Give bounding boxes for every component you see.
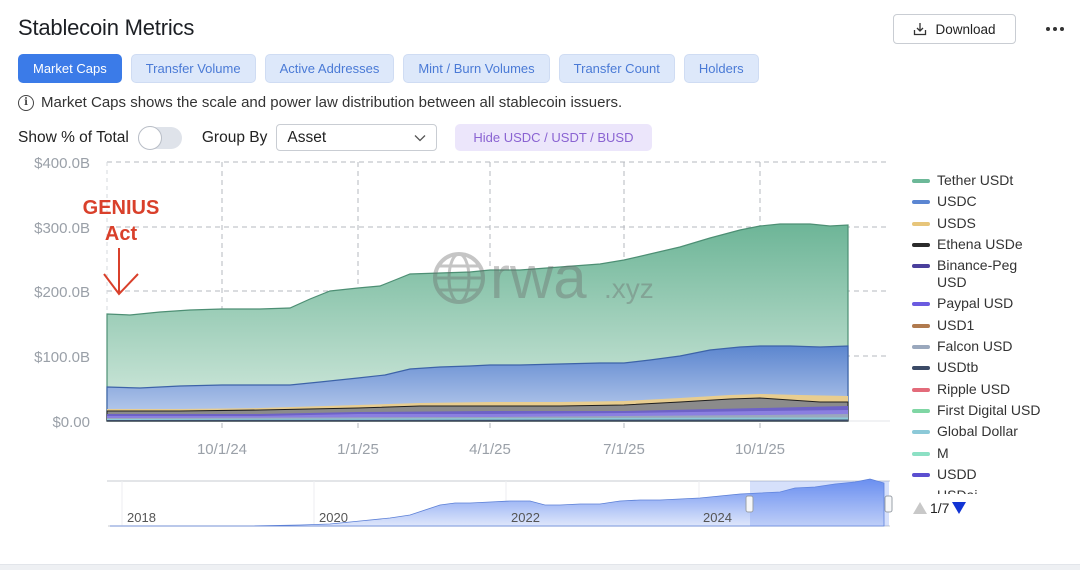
x-axis: 10/1/24 1/1/25 4/1/25 7/1/25 10/1/25 — [197, 441, 785, 458]
legend-item-m[interactable]: M — [912, 445, 1072, 462]
info-description: Market Caps shows the scale and power la… — [41, 94, 623, 111]
legend-prev-page-icon[interactable] — [913, 502, 927, 514]
download-label: Download — [935, 21, 996, 37]
x-tick-2: 1/1/25 — [337, 441, 379, 458]
legend-swatch — [912, 366, 930, 371]
legend-pagination: 1/7 — [913, 500, 967, 516]
genius-act-annotation: GENIUS Act — [83, 197, 160, 296]
info-text-row: i Market Caps shows the scale and power … — [18, 94, 622, 111]
x-tick-1: 10/1/24 — [197, 441, 247, 458]
arrow-down-icon — [103, 248, 139, 296]
legend-swatch — [912, 345, 930, 350]
legend-page-indicator: 1/7 — [930, 500, 950, 516]
stacked-area-chart: $400.0B $300.0B $200.0B $100.0B $0.00 — [34, 155, 893, 527]
legend-item-ethena[interactable]: Ethena USDe — [912, 236, 1072, 253]
y-axis: $400.0B $300.0B $200.0B $100.0B $0.00 — [34, 155, 90, 431]
navigator-right-handle[interactable] — [884, 495, 893, 513]
y-tick-100: $100.0B — [34, 349, 90, 366]
metric-tabs: Market Caps Transfer Volume Active Addre… — [18, 54, 759, 83]
group-by-label: Group By — [201, 128, 268, 146]
svg-text:Act: Act — [105, 223, 138, 245]
legend-item-paypal[interactable]: Paypal USD — [912, 295, 1072, 312]
chevron-down-icon — [414, 134, 426, 141]
download-button[interactable]: Download — [893, 14, 1016, 44]
legend-item-usdc[interactable]: USDC — [912, 193, 1072, 210]
group-by-select[interactable]: Asset — [276, 124, 438, 151]
legend-swatch — [912, 408, 930, 413]
legend-item-tether[interactable]: Tether USDt — [912, 172, 1072, 189]
legend-swatch — [912, 200, 930, 205]
x-tick-3: 4/1/25 — [469, 441, 511, 458]
legend-swatch — [912, 387, 930, 392]
more-options-icon[interactable] — [1040, 18, 1070, 40]
rwa-watermark: rwa .xyz — [433, 244, 654, 311]
legend-item-binance-peg[interactable]: Binance-Peg USD — [912, 257, 1072, 291]
legend-swatch — [912, 302, 930, 307]
group-by-value: Asset — [287, 128, 327, 146]
legend-swatch — [912, 451, 930, 456]
legend-next-page-icon[interactable] — [952, 502, 967, 514]
legend-swatch — [912, 323, 930, 328]
navigator-left-handle[interactable] — [745, 495, 754, 513]
market-cap-chart: $400.0B $300.0B $200.0B $100.0B $0.00 — [0, 150, 900, 540]
range-navigator[interactable]: 2018 2020 2022 2024 — [107, 478, 893, 527]
y-tick-200: $200.0B — [34, 284, 90, 301]
info-icon: i — [18, 94, 34, 111]
legend-item-global-dollar[interactable]: Global Dollar — [912, 423, 1072, 440]
y-tick-0: $0.00 — [52, 414, 90, 431]
tab-market-caps[interactable]: Market Caps — [18, 54, 122, 83]
legend-item-usdd[interactable]: USDD — [912, 466, 1072, 483]
chart-controls: Show % of Total Group By Asset Hide USDC… — [18, 124, 652, 151]
svg-text:.xyz: .xyz — [604, 273, 654, 304]
svg-text:rwa: rwa — [490, 244, 587, 311]
legend-item-first-digital[interactable]: First Digital USD — [912, 402, 1072, 419]
legend-swatch — [912, 472, 930, 477]
x-tick-5: 10/1/25 — [735, 441, 785, 458]
tab-holders[interactable]: Holders — [683, 54, 759, 83]
x-tick-4: 7/1/25 — [603, 441, 645, 458]
show-pct-toggle[interactable] — [137, 125, 182, 150]
series-usdtb-area — [107, 419, 848, 421]
legend-swatch — [912, 430, 930, 435]
legend-item-usdtb[interactable]: USDtb — [912, 359, 1072, 376]
hide-major-stablecoins-button[interactable]: Hide USDC / USDT / BUSD — [455, 124, 652, 151]
chart-legend: Tether USDt USDC USDS Ethena USDe Binanc… — [912, 172, 1072, 494]
svg-text:GENIUS: GENIUS — [83, 197, 160, 219]
page-title: Stablecoin Metrics — [18, 15, 195, 40]
legend-swatch — [912, 264, 930, 269]
legend-item-ripple[interactable]: Ripple USD — [912, 381, 1072, 398]
tab-transfer-count[interactable]: Transfer Count — [558, 54, 675, 83]
tab-transfer-volume[interactable]: Transfer Volume — [130, 54, 256, 83]
navigator-year-2020: 2020 — [319, 510, 348, 525]
tab-active-addresses[interactable]: Active Addresses — [264, 54, 395, 83]
legend-item-usds[interactable]: USDS — [912, 215, 1072, 232]
legend-swatch — [912, 221, 930, 226]
navigator-year-2018: 2018 — [127, 510, 156, 525]
legend-item-usdai[interactable]: USDai — [912, 487, 1072, 494]
navigator-selection — [750, 481, 889, 526]
legend-swatch — [912, 242, 930, 247]
download-icon — [914, 23, 927, 36]
page-footer-divider — [0, 564, 1080, 570]
y-tick-300: $300.0B — [34, 220, 90, 237]
legend-item-usd1[interactable]: USD1 — [912, 317, 1072, 334]
show-pct-label: Show % of Total — [18, 128, 129, 146]
legend-item-falcon[interactable]: Falcon USD — [912, 338, 1072, 355]
y-tick-400: $400.0B — [34, 155, 90, 172]
legend-swatch — [912, 179, 930, 183]
tab-mint-burn-volumes[interactable]: Mint / Burn Volumes — [403, 54, 550, 83]
navigator-year-2024: 2024 — [703, 510, 732, 525]
navigator-year-2022: 2022 — [511, 510, 540, 525]
